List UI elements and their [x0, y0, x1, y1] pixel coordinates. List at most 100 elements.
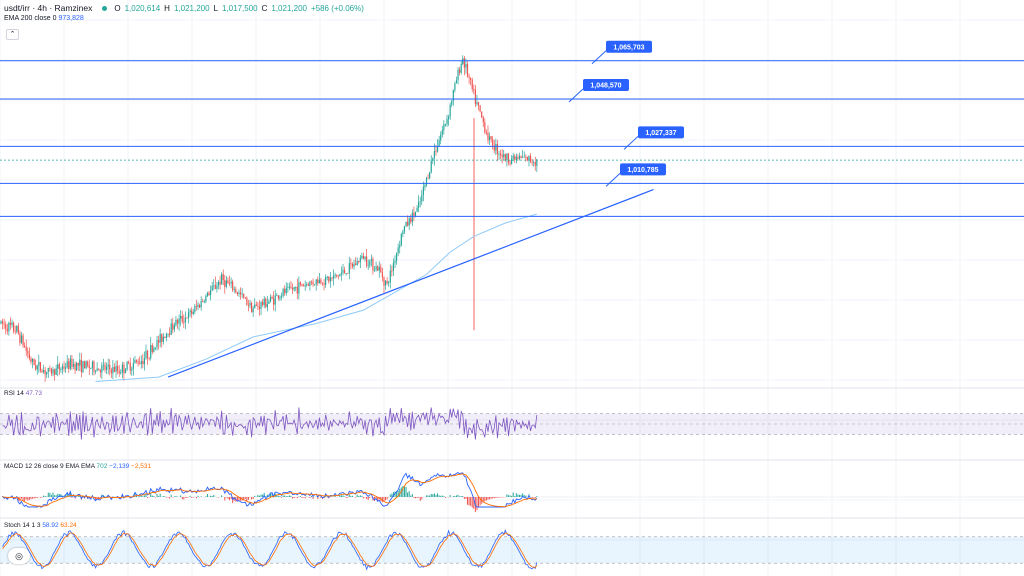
candle-body	[241, 293, 243, 295]
macd-histogram-bar	[334, 495, 336, 497]
ema-200-line	[95, 213, 537, 382]
candle-body	[435, 151, 437, 152]
macd-histogram-bar	[43, 495, 45, 497]
candle-body	[31, 358, 34, 362]
macd-histogram-bar	[454, 495, 456, 497]
symbol-title[interactable]: usdt/irr · 4h · Ramzinex	[4, 3, 93, 13]
candle-body	[433, 151, 435, 158]
candle-body	[351, 263, 354, 267]
level-label-box	[606, 40, 652, 53]
candle-body	[183, 321, 185, 323]
macd-histogram-bar	[221, 495, 223, 497]
candle-body	[36, 365, 38, 370]
macd-histogram-bar	[342, 495, 344, 497]
macd-histogram-bar	[512, 492, 514, 497]
candle-body	[143, 358, 146, 365]
candle-body	[255, 304, 257, 306]
candle-body	[82, 361, 84, 373]
collapse-legend-button[interactable]: ⌃	[6, 29, 19, 40]
candle-body	[109, 364, 111, 370]
macd-histogram-bar	[426, 495, 428, 497]
macd-histogram-bar	[444, 497, 446, 498]
candle-body	[194, 306, 196, 313]
candle-body	[418, 201, 420, 208]
open-value: 1,020,614	[124, 3, 161, 13]
level-callout-line	[623, 136, 639, 150]
candle-body	[142, 361, 144, 365]
candle-body	[326, 276, 328, 278]
macd-histogram-bar	[24, 497, 26, 502]
symbol-header: usdt/irr · 4h · Ramzinex O 1,020,614 H 1,0…	[4, 3, 364, 13]
macd-histogram-bar	[57, 493, 59, 497]
candle-body	[134, 360, 136, 364]
stoch-legend[interactable]: Stoch 14 1 3 58.92 63.24	[4, 522, 77, 529]
candle-body	[454, 83, 456, 91]
candle-body	[41, 370, 43, 373]
macd-histogram-bar	[98, 497, 100, 499]
macd-legend[interactable]: MACD 12 26 close 9 EMA EMA 702 −2,139 −2…	[4, 463, 151, 470]
macd-label: MACD 12 26 close 9 EMA EMA	[4, 463, 95, 470]
macd-histogram-bar	[151, 495, 153, 497]
candle-body	[389, 270, 391, 283]
candle-body	[443, 124, 445, 131]
candle-body	[481, 111, 483, 118]
macd-histogram-bar	[271, 493, 273, 497]
macd-histogram-bar	[180, 495, 182, 497]
macd-histogram-bar	[260, 494, 262, 497]
candle-body	[276, 295, 278, 297]
change-value: +586 (+0.06%)	[310, 3, 364, 13]
macd-histogram-bar	[489, 497, 491, 500]
macd-histogram-bar	[79, 496, 81, 497]
macd-histogram-bar	[459, 496, 461, 497]
candle-body	[244, 297, 246, 299]
candle-body	[422, 186, 424, 195]
candle-body	[460, 63, 462, 73]
candle-body	[52, 369, 54, 374]
macd-histogram-bar	[367, 497, 369, 500]
macd-histogram-bar	[421, 497, 423, 500]
macd-histogram-bar	[466, 497, 468, 505]
macd-histogram-bar	[251, 497, 253, 500]
macd-histogram-bar	[20, 497, 22, 499]
candle-body	[520, 156, 522, 158]
macd-histogram-bar	[158, 496, 160, 497]
macd-histogram-bar	[385, 497, 387, 501]
ema-legend[interactable]: EMA 200 close 0 973,828	[4, 15, 84, 22]
macd-histogram-bar	[389, 494, 391, 497]
candle-body	[235, 289, 237, 293]
tradingview-logo-icon[interactable]: ◎	[8, 548, 30, 564]
macd-histogram-bar	[175, 495, 177, 497]
macd-histogram-bar	[169, 497, 171, 499]
candle-body	[337, 275, 339, 277]
candle-body	[243, 293, 245, 298]
macd-histogram-bar	[281, 497, 283, 498]
macd-histogram-bar	[238, 497, 240, 501]
candle-body	[279, 296, 281, 299]
macd-histogram-bar	[460, 495, 462, 497]
close-value: 1,021,200	[271, 3, 307, 13]
candle-body	[413, 212, 415, 216]
candle-body	[298, 282, 300, 294]
candle-body	[101, 365, 103, 373]
candle-body	[503, 154, 505, 157]
candle-body	[288, 286, 291, 288]
high-label: H	[164, 3, 170, 13]
candle-body	[58, 364, 60, 370]
macd-histogram-bar	[35, 497, 37, 499]
candle-body	[392, 263, 395, 271]
candle-body	[529, 155, 532, 162]
candle-body	[282, 288, 284, 296]
candle-body	[42, 370, 45, 373]
candle-body	[55, 368, 57, 375]
candle-body	[408, 218, 410, 226]
candle-body	[367, 265, 369, 267]
candle-body	[487, 132, 489, 141]
candle-body	[517, 156, 519, 159]
candle-body	[187, 312, 190, 318]
macd-histogram-bar	[455, 495, 457, 497]
macd-histogram-bar	[515, 493, 517, 497]
candle-body	[99, 370, 101, 373]
candle-body	[515, 156, 517, 160]
rsi-legend[interactable]: RSI 14 47.73	[4, 390, 42, 397]
